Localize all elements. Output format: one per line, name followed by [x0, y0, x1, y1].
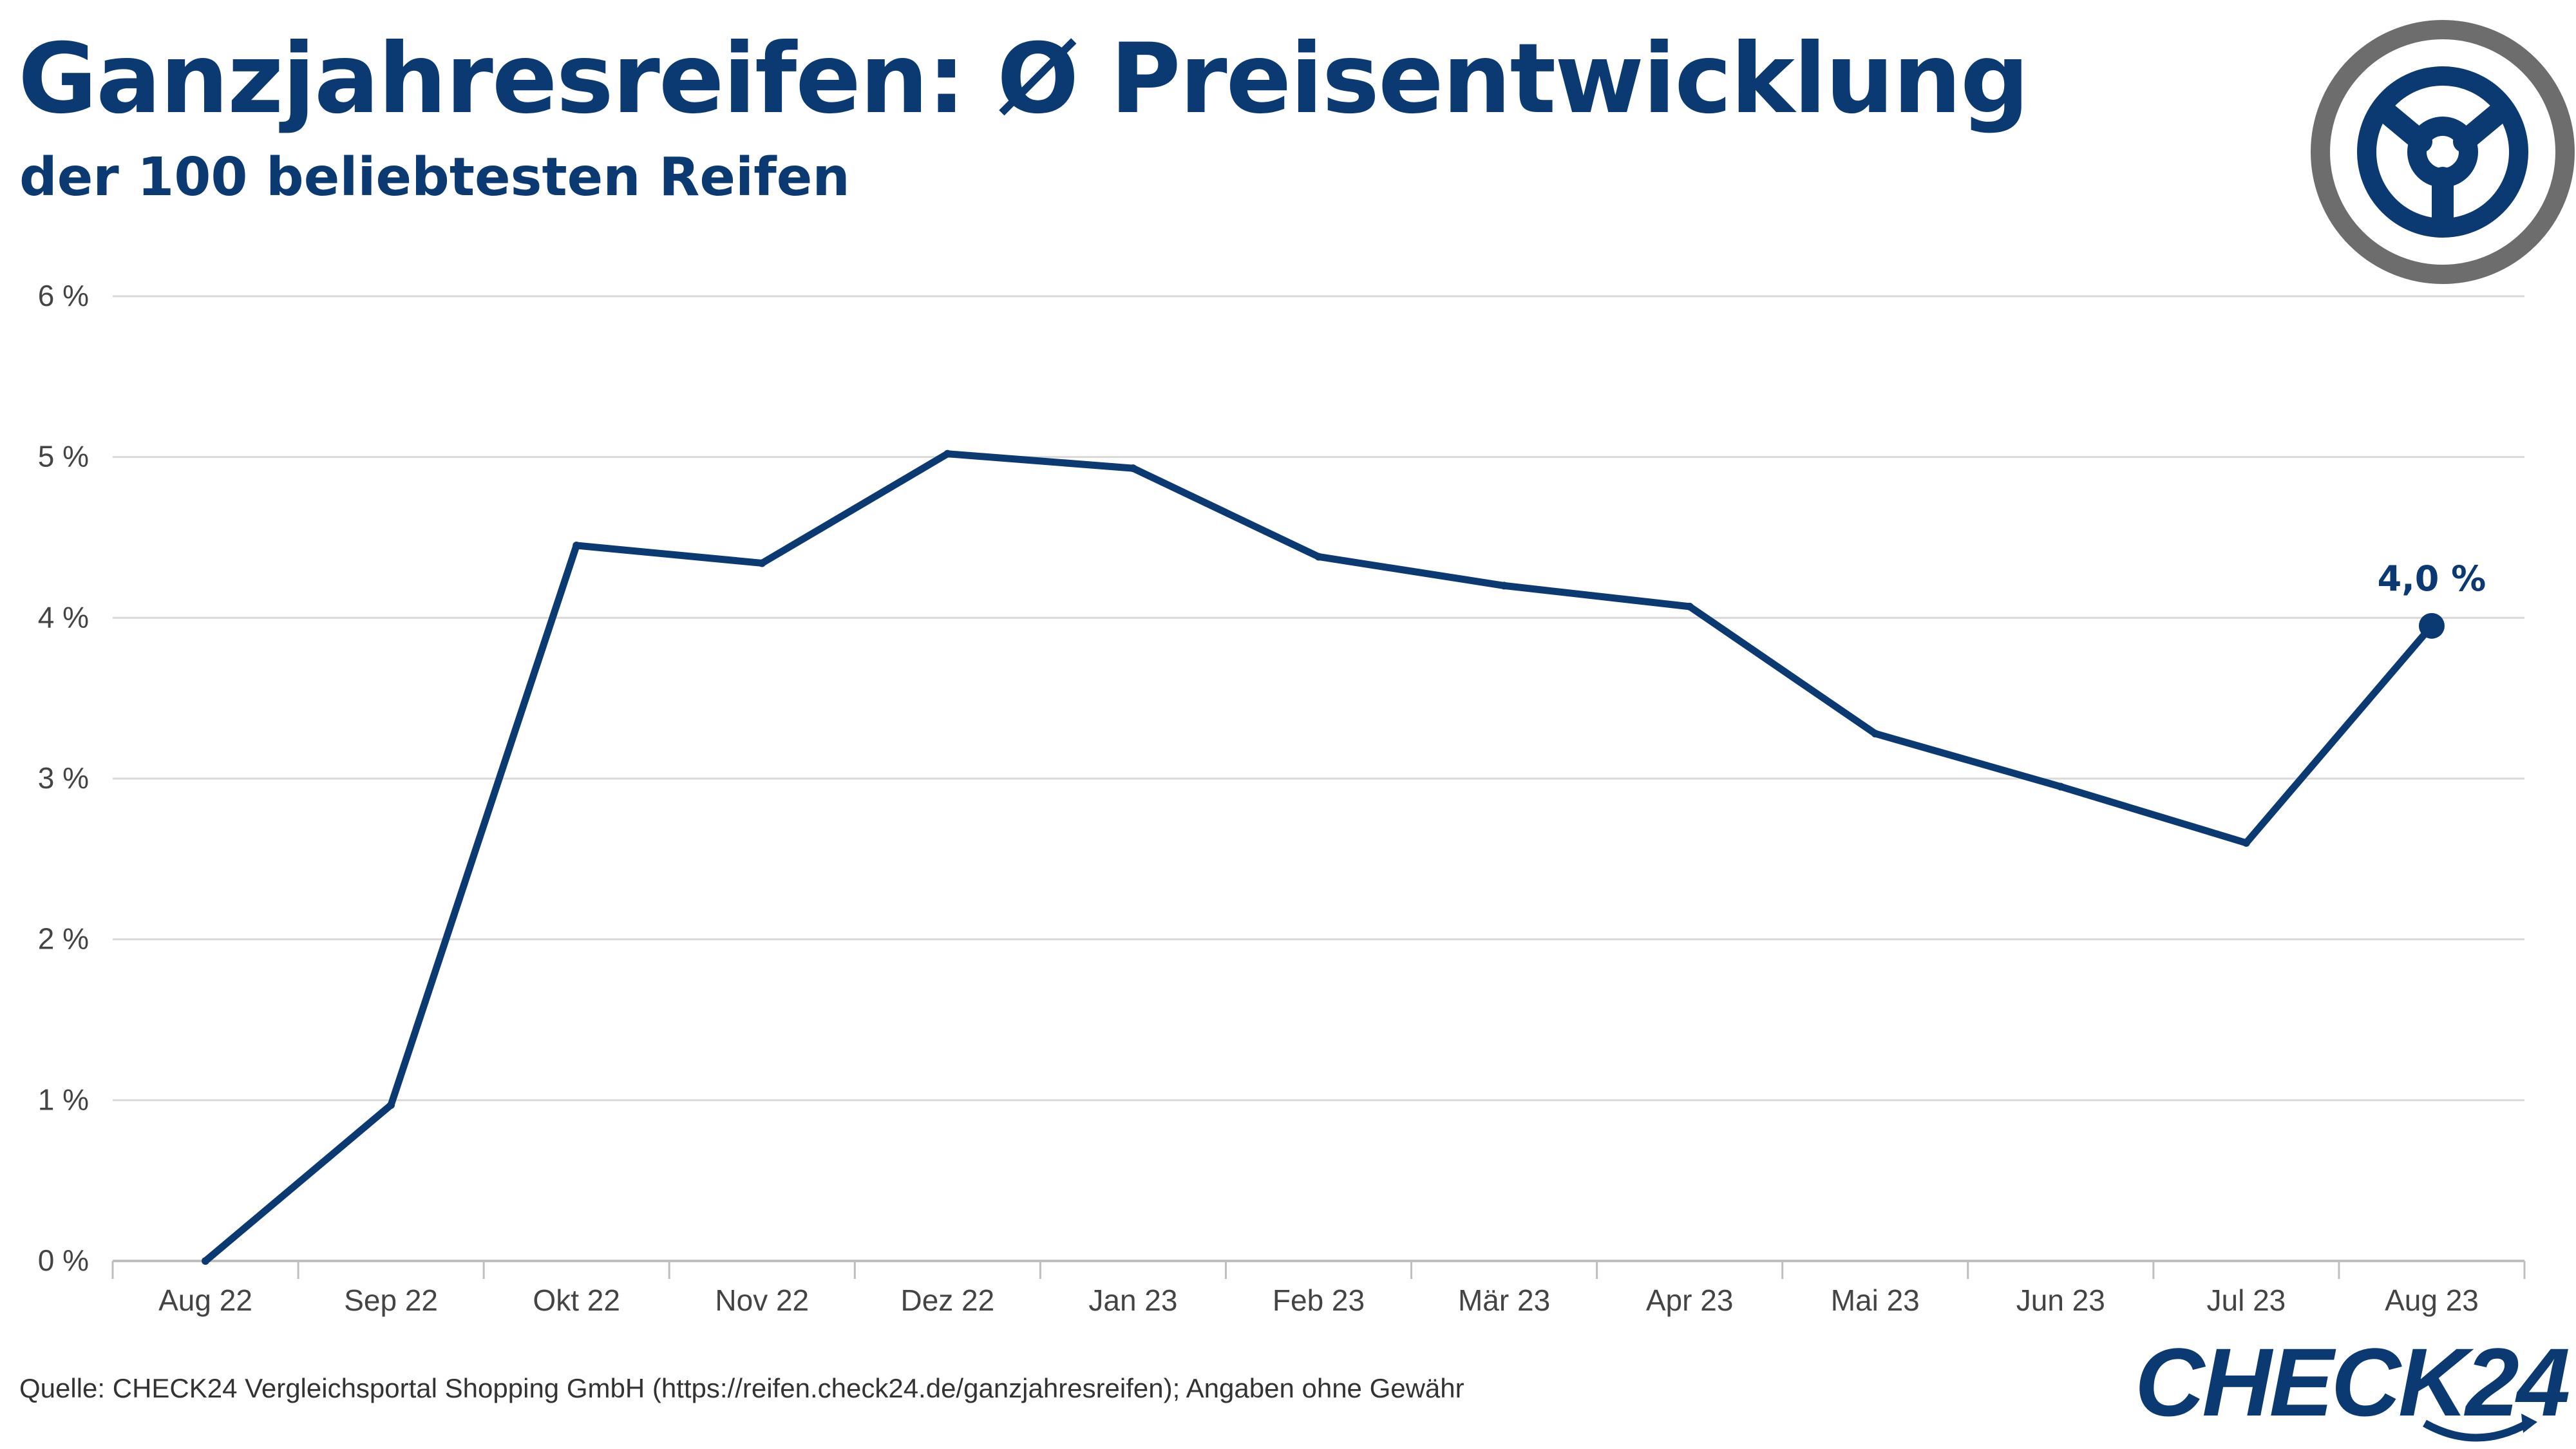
- y-tick-label: 3 %: [38, 761, 89, 795]
- end-point-marker: [2418, 612, 2445, 639]
- series-line: [202, 450, 2436, 1265]
- logo-text: CHECK24: [2135, 1328, 2570, 1436]
- data-point: [1500, 582, 1508, 590]
- data-point: [202, 1257, 210, 1265]
- data-point: [2242, 838, 2250, 847]
- x-tick-label: Dez 22: [900, 1283, 994, 1317]
- y-tick-label: 1 %: [38, 1083, 89, 1116]
- annotation: 4,0 %: [2378, 558, 2486, 639]
- x-tick-label: Feb 23: [1273, 1283, 1365, 1317]
- x-tick-label: Nov 22: [715, 1283, 809, 1317]
- series-line-path: [202, 450, 2436, 1265]
- data-point: [2056, 782, 2065, 791]
- end-point-label: 4,0 %: [2378, 558, 2486, 599]
- data-point: [387, 1101, 395, 1109]
- data-point: [1685, 602, 1694, 611]
- x-tick-label: Mär 23: [1458, 1283, 1550, 1317]
- data-point: [1129, 464, 1137, 473]
- chart-subtitle: der 100 beliebtesten Reifen: [19, 147, 850, 208]
- x-tick-label: Sep 22: [344, 1283, 438, 1317]
- y-tick-label: 0 %: [38, 1244, 89, 1277]
- y-axis-ticks: 0 % 1 % 2 % 3 % 4 % 5 % 6 %: [38, 279, 89, 1277]
- y-tick-label: 5 %: [38, 440, 89, 473]
- data-point: [943, 450, 952, 458]
- x-tick-label: Mai 23: [1831, 1283, 1920, 1317]
- x-tick-label: Jun 23: [2016, 1283, 2105, 1317]
- data-point: [573, 541, 581, 549]
- y-tick-label: 2 %: [38, 922, 89, 956]
- x-tick-label: Jul 23: [2207, 1283, 2286, 1317]
- grid-lines: [113, 295, 2524, 1262]
- y-tick-label: 4 %: [38, 600, 89, 634]
- data-point: [1314, 553, 1323, 561]
- check24-logo[interactable]: CHECK24: [2135, 1327, 2570, 1449]
- logo-arrow-icon: [2423, 1414, 2537, 1442]
- data-point: [758, 559, 766, 567]
- x-tick-label: Aug 22: [158, 1283, 252, 1317]
- x-tick-label: Apr 23: [1646, 1283, 1734, 1317]
- x-tick-label: Jan 23: [1088, 1283, 1177, 1317]
- x-tick-label: Aug 23: [2385, 1283, 2479, 1317]
- x-axis: Aug 22 Sep 22 Okt 22 Nov 22 Dez 22 Jan 23 Feb …: [111, 1261, 2526, 1317]
- y-tick-label: 6 %: [38, 279, 89, 312]
- source-note: Quelle: CHECK24 Vergleichsportal Shoppin…: [19, 1373, 1464, 1403]
- x-tick-label: Okt 22: [533, 1283, 620, 1317]
- tire-icon: [2311, 20, 2575, 284]
- data-point: [1871, 730, 1879, 738]
- chart-title: Ganzjahresreifen: Ø Preisentwicklung: [18, 23, 2029, 135]
